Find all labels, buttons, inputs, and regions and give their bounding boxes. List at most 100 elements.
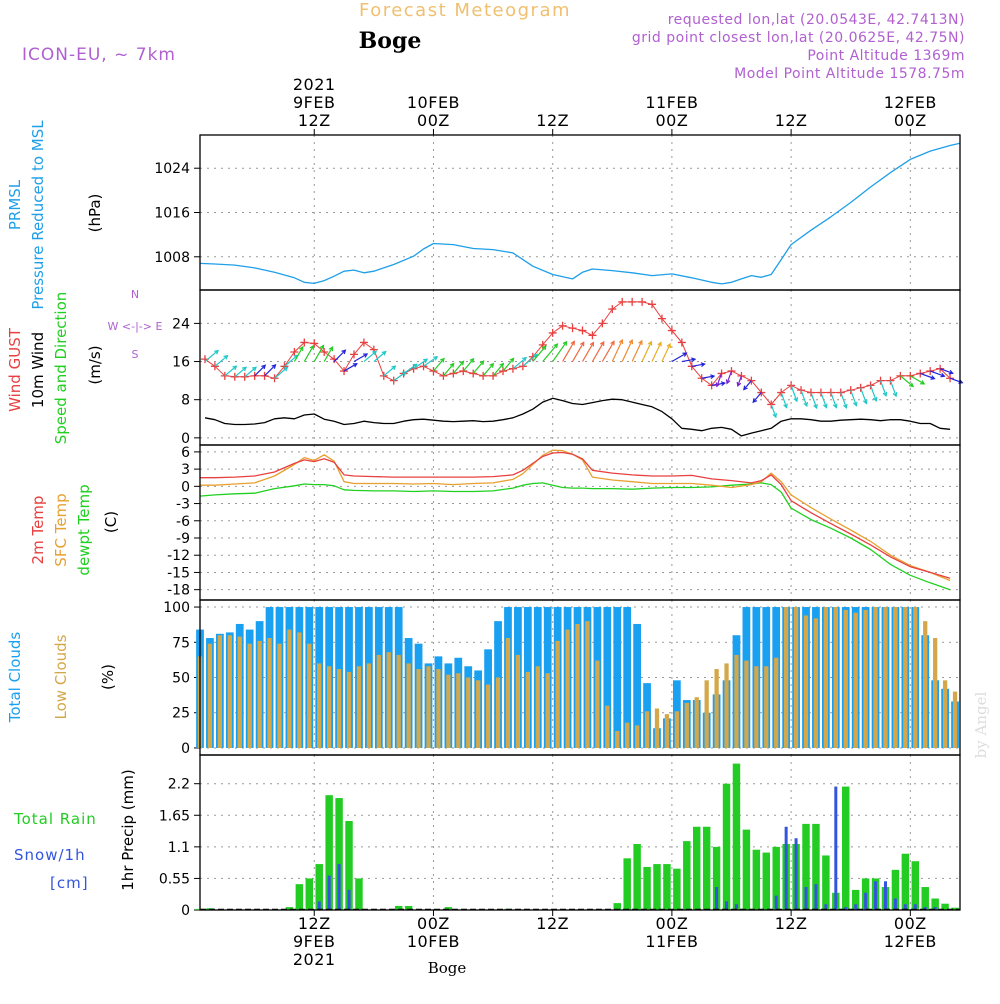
rain-bar [623,858,631,910]
low-cloud-bar [227,635,232,748]
wind-arrow-head [459,360,465,366]
wind-arrow-head [813,403,818,410]
rain-bar [613,903,621,910]
y-tick-label: -6 [176,514,190,530]
pressure-unit: (hPa) [86,194,104,233]
gust-marker [349,350,358,359]
bottom-time-label: 10FEB [407,932,460,951]
wind-arrow-head [618,338,624,345]
low-cloud-bar [376,654,381,748]
rain-bar [931,898,939,910]
footer-location: Boge [428,959,467,977]
rain-bar [921,887,929,910]
wind-arrow [323,346,334,362]
low-cloud-bar [933,638,938,748]
wind-arrow-head [283,366,289,372]
wind-dir-label: Speed and Direction [52,292,70,445]
low-cloud-bar [396,654,401,748]
snow-bar [804,887,808,910]
gust-marker [926,367,935,376]
rain-bar [335,798,343,910]
gust-marker [876,376,885,385]
low-cloud-bar [903,607,908,748]
low-cloud-bar [684,702,689,748]
gust-marker [777,388,786,397]
wind-arrow [939,368,953,374]
gust-marker [369,345,378,354]
product-title: Forecast Meteogram [359,0,571,21]
low-cloud-bar [476,680,481,748]
y-tick-label: -15 [167,565,190,581]
wind-arrow [234,366,247,378]
snow-bar [337,864,341,910]
panel-precip: 0 0.55 1.1 1.65 2.2 [159,755,960,919]
low-cloud-bar [644,711,650,748]
low-cloud-bar [426,666,431,748]
snow-bar [327,875,331,910]
gust-marker [648,300,657,309]
bottom-time-label: 9FEB [293,932,335,951]
low-cloud-bar [207,643,213,748]
total-cloud-bar [613,607,622,748]
low-cloud-bar [336,669,342,748]
wind-arrow-head [341,349,347,355]
wind-arrow [542,343,558,362]
wind-arrow [900,375,914,387]
wind-arrow-head [793,397,799,403]
wind-arrow [910,375,925,385]
y-tick-label: 16 [172,355,190,371]
top-time-label: 00Z [417,111,450,130]
top-time-label: 00Z [655,111,688,130]
gust-marker [836,388,845,397]
low-cloud-bar [585,621,590,748]
wind-arrow-head [822,403,828,409]
low-cloud-bar [615,731,620,748]
low-cloud-bar [784,607,789,748]
y-tick-label: 3 [181,462,190,478]
rain-bar [663,864,671,910]
gust-marker [588,331,597,340]
location-title: Boge [359,28,422,54]
gust-marker [479,371,488,380]
wind-arrow [363,350,377,362]
snow-bar [784,826,788,910]
wind-arrow-head [715,382,721,388]
snow-bar [725,901,729,910]
wind-arrow-head [232,365,238,371]
wind-arrow [383,365,396,377]
gust-marker [280,362,289,371]
wind-arrow [879,380,887,396]
low-cloud-bar [495,677,501,748]
wind-arrow-head [682,352,688,357]
snow-bar [933,907,937,910]
snow-bar [774,895,778,910]
low-cloud-bar [923,621,928,748]
low-clouds-label: Low Clouds [52,634,70,719]
wind-arrow [929,370,945,377]
wind-arrow-head [599,340,605,346]
y-tick-label: 75 [172,635,190,651]
snow-bar [824,904,828,910]
low-cloud-bar [237,636,242,748]
wind-arrow [671,352,687,363]
requested-coords: requested lon,lat (20.0543E, 42.7413N) [668,12,965,28]
snow-bar [834,786,838,910]
low-cloud-bar [525,671,530,748]
wind-arrow [373,351,387,362]
snow-bar [864,892,868,910]
panel-clouds: 0 25 50 75 100 [163,600,960,757]
wind-arrow [681,358,696,363]
gust-marker [340,367,349,376]
rain-bar [911,861,920,910]
gust-marker [657,314,666,323]
wind-arrow [780,392,788,408]
wind-arrow-head [882,391,888,397]
gust-marker [548,328,557,337]
snow-bar [874,881,878,910]
low-cloud-bar [843,609,848,748]
pressure-line [199,142,961,285]
y-tick-label: 1008 [154,250,190,266]
wind-arrow-head [553,343,559,349]
top-time-label: 12Z [536,111,569,130]
wind-arrow [502,358,515,372]
